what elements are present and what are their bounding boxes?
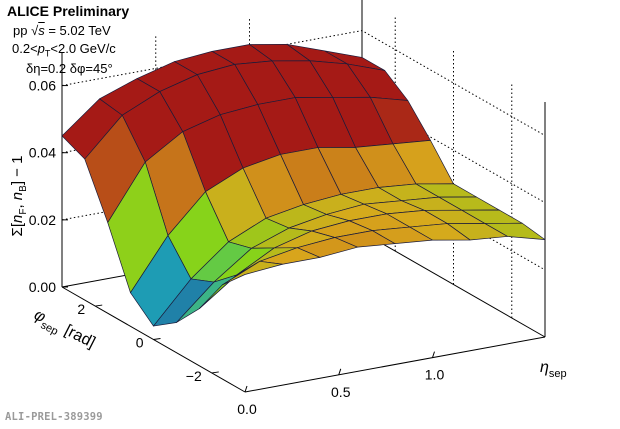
pt-range-label: 0.2<pT<2.0 GeV/c bbox=[12, 41, 116, 59]
z-axis-title: Σ[nF, nB] − 1 bbox=[9, 156, 29, 237]
x-tick bbox=[338, 368, 342, 375]
x-tick bbox=[244, 385, 248, 393]
x-tick bbox=[432, 351, 435, 358]
z-gridline bbox=[61, 30, 546, 137]
surface-mesh bbox=[61, 43, 546, 327]
x-axis-line bbox=[244, 336, 546, 393]
y-axis-title: φsep [rad] bbox=[29, 306, 98, 355]
y-tick-label: 0 bbox=[136, 335, 144, 351]
preliminary-id: ALI-PREL-389399 bbox=[5, 411, 103, 423]
z-tick-label: 0.06 bbox=[29, 78, 56, 94]
bin-size-label: δη=0.2 δφ=45° bbox=[26, 61, 113, 76]
x-axis-title: ηsep bbox=[540, 359, 567, 380]
y-tick bbox=[153, 338, 161, 340]
y-tick-label: −2 bbox=[186, 368, 202, 384]
y-tick bbox=[95, 304, 103, 307]
x-tick-label: 1.0 bbox=[425, 367, 445, 383]
z-tick-label: 0.04 bbox=[29, 145, 56, 161]
z-tick-label: 0.02 bbox=[29, 212, 56, 228]
x-tick-label: 0.5 bbox=[331, 384, 351, 400]
z-tick-label: 0.00 bbox=[29, 279, 56, 295]
x-tick-label: 0.0 bbox=[237, 401, 257, 417]
experiment-title: ALICE Preliminary bbox=[7, 3, 130, 19]
y-tick bbox=[211, 371, 219, 374]
y-tick-label: 2 bbox=[77, 301, 85, 317]
axis-ticks: 0.00 0.02 0.04 0.06 0.0 0.5 1.0 −2 0 2 bbox=[29, 78, 445, 417]
collision-system-label: pp √s = 5.02 TeV bbox=[13, 23, 111, 38]
surface-cell bbox=[221, 260, 283, 286]
